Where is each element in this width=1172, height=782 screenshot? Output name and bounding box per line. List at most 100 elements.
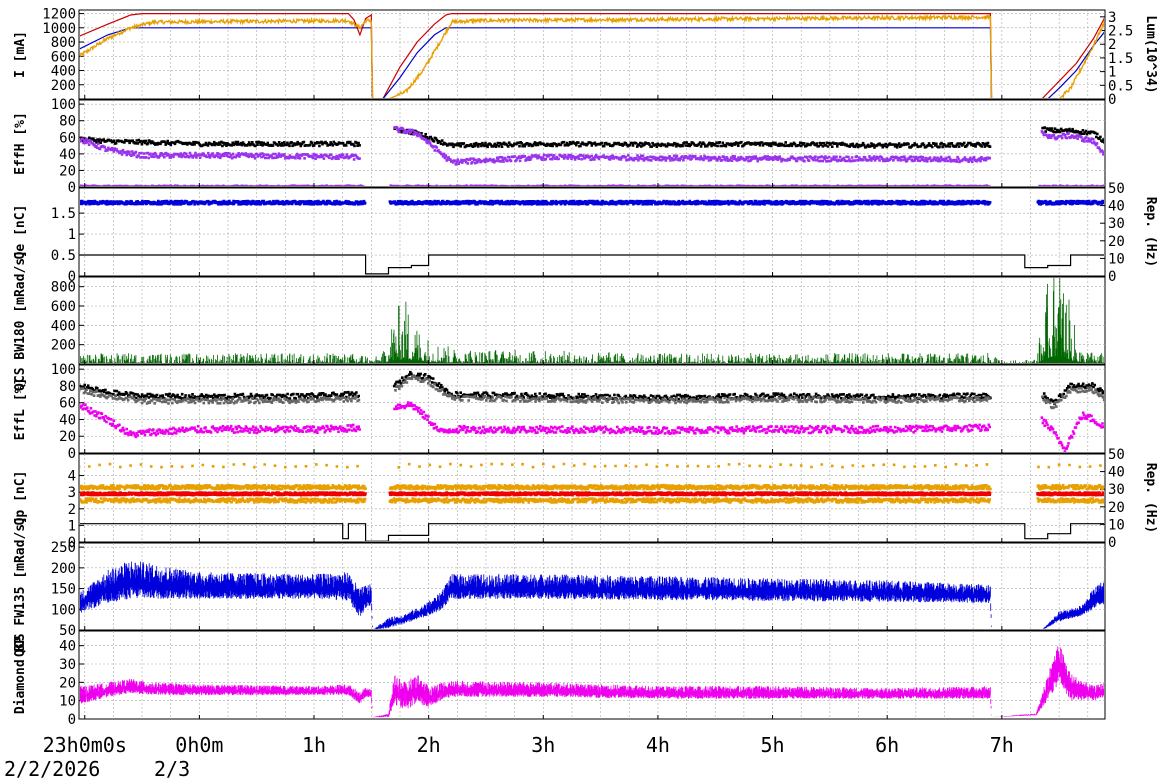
y-tick-label: 20 [59,675,76,691]
x-tick-label: 5h [761,733,785,757]
right-tick-label: 0 [1108,535,1116,551]
data-points [80,374,1104,410]
series-effh-2 [80,184,1104,186]
left-axis-label: Diamond BP [13,636,28,714]
y-tick-label: 20 [59,163,76,179]
data-points [80,483,1104,491]
panel-frame [78,276,1106,365]
left-axis-label: Qe [nC] [13,205,28,260]
y-tick-label: 30 [59,657,76,673]
x-tick-label: 0h0m [175,733,223,757]
right-tick-label: 2.5 [1108,24,1133,40]
y-tick-label: 600 [51,299,76,315]
right-tick-label: 1 [1108,65,1116,81]
data-points [80,462,1102,469]
y-tick-label: 400 [51,64,76,80]
left-axis-label: EffH [%] [13,112,28,175]
series-group [80,462,1104,541]
left-axis-label: Qp [nC] [13,471,28,526]
left-axis-label: QCS FW135 [mRad/s] [13,516,28,657]
series-effh-0 [80,126,1104,149]
series-qp-3 [80,462,1102,469]
right-tick-label: 50 [1108,181,1125,197]
x-tick-label: 2h [417,733,441,757]
data-points [80,401,1104,452]
x-gridlines [84,365,1089,453]
y-tick-label: 4 [68,469,76,485]
series-diamond-0 [80,646,1104,718]
series-group [80,199,1104,275]
series-effl-1 [80,374,1104,410]
y-tick-label: 200 [51,338,76,354]
right-tick-label: 40 [1108,199,1125,215]
x-tick-label: 23h0m0s [43,733,127,757]
data-points [80,126,1104,149]
y-tick-label: 1200 [42,7,76,23]
panel-fw135: 50 100 150 200 250 QCS FW135 [mRad/s] [13,516,1106,657]
x-tick-label: 6h [875,733,899,757]
panel-diamond: 0 10 20 30 40 Diamond BP [13,630,1106,728]
data-points [80,199,1104,206]
right-tick-label: 30 [1108,216,1125,232]
y-tick-label: 60 [59,130,76,146]
y-tick-label: 0 [68,712,76,728]
y-tick-label: 600 [51,49,76,65]
x-tick-label: 3h [531,733,555,757]
left-axis-label: I [mA] [13,31,28,78]
y-tick-label: 40 [59,639,76,655]
series-group [80,278,1104,363]
series-bw180-0 [80,278,1104,363]
right-tick-label: 0 [1108,92,1116,108]
x-tick-label: 1h [302,733,326,757]
y-tick-label: 800 [51,280,76,296]
right-tick-label: 10 [1108,251,1125,267]
y-tick-label: 400 [51,318,76,334]
date-label-start: 2/2/2026 [4,757,100,781]
series-effh-1 [80,125,1104,166]
y-tick-label: 40 [59,147,76,163]
right-tick-label: 40 [1108,465,1125,481]
date-label-next: 2/3 [154,757,190,781]
y-axis-right: 00.511.522.53 Lum(10^34) [1100,10,1158,108]
y-tick-label: 100 [51,97,76,113]
y-tick-label: 200 [51,561,76,577]
right-tick-label: 50 [1108,447,1125,463]
x-tick-label: 4h [646,733,670,757]
series-qp-2 [80,491,1104,497]
panel-frame [78,364,1106,454]
right-axis-label: Rep. (Hz) [1143,197,1158,267]
data-points [80,125,1104,166]
y-tick-label: 250 [51,540,76,556]
right-tick-label: 30 [1108,482,1125,498]
series-qp-1 [80,497,1104,504]
right-tick-label: 1.5 [1108,51,1133,67]
series-effl-2 [80,401,1104,452]
series-qe-1 [80,254,1104,275]
series-qp-0 [80,483,1104,491]
y-tick-label: 50 [59,623,76,639]
y-tick-label: 200 [51,78,76,94]
panel-bw180: 200 400 600 800 QCS BW180 [mRad/s] [13,250,1106,391]
left-axis-label: EffL [%] [13,378,28,441]
right-tick-label: 20 [1108,500,1125,516]
y-tick-label: 20 [59,429,76,445]
series-qp-4 [80,523,1104,541]
x-gridlines [84,543,1089,630]
data-points [80,497,1104,504]
right-axis-label: Lum(10^34) [1143,15,1158,93]
y-axis-left: 0 10 20 30 40 [59,639,1105,728]
right-tick-label: 2 [1108,37,1116,53]
y-tick-label: 0 [68,535,76,551]
series-current-0 [80,13,1104,98]
x-tick-label: 7h [990,733,1014,757]
y-tick-label: 0.5 [51,248,76,264]
series-fw135-0 [80,561,1104,629]
y-tick-label: 100 [51,602,76,618]
data-points [80,184,1104,186]
y-tick-label: 10 [59,694,76,710]
series-group [80,646,1104,718]
